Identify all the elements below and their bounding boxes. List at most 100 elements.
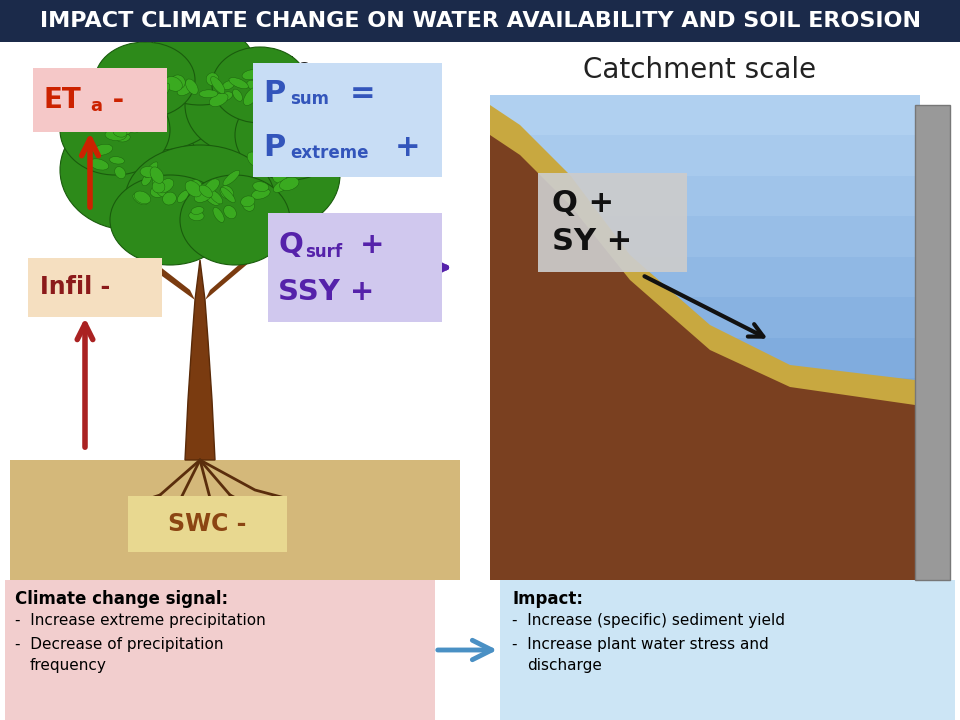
Polygon shape (490, 105, 915, 580)
Ellipse shape (266, 163, 279, 176)
Ellipse shape (210, 76, 225, 94)
Text: -: - (103, 86, 124, 114)
Ellipse shape (242, 199, 254, 211)
Ellipse shape (110, 60, 290, 200)
Ellipse shape (164, 76, 182, 91)
Ellipse shape (126, 120, 139, 133)
Ellipse shape (269, 116, 289, 132)
Ellipse shape (221, 187, 235, 202)
Text: P: P (263, 78, 285, 107)
Bar (490, 418, 920, 459)
Bar (490, 297, 920, 338)
Ellipse shape (252, 181, 269, 192)
Ellipse shape (224, 205, 236, 219)
Ellipse shape (232, 89, 243, 102)
Bar (10, 95, 460, 580)
Ellipse shape (189, 180, 202, 193)
Ellipse shape (145, 25, 255, 105)
Ellipse shape (287, 146, 307, 155)
Ellipse shape (162, 192, 177, 205)
Bar (490, 216, 920, 256)
Ellipse shape (134, 191, 151, 204)
Ellipse shape (185, 79, 198, 94)
Ellipse shape (95, 50, 225, 150)
Bar (490, 176, 920, 216)
Ellipse shape (248, 152, 262, 167)
Ellipse shape (217, 92, 232, 102)
Text: Q +: Q + (552, 189, 614, 217)
Ellipse shape (156, 179, 174, 193)
Ellipse shape (259, 122, 274, 132)
Bar (490, 135, 920, 176)
Text: SY +: SY + (552, 228, 633, 256)
Ellipse shape (60, 110, 200, 230)
Ellipse shape (260, 153, 273, 166)
Ellipse shape (125, 145, 275, 255)
Ellipse shape (274, 181, 289, 192)
FancyBboxPatch shape (538, 173, 687, 272)
Bar (490, 539, 920, 580)
Bar (490, 378, 920, 418)
Ellipse shape (204, 179, 220, 193)
Ellipse shape (287, 138, 304, 153)
Ellipse shape (300, 122, 314, 137)
Ellipse shape (109, 157, 125, 164)
Ellipse shape (156, 83, 170, 99)
Ellipse shape (244, 87, 259, 105)
Text: -  Increase (specific) sediment yield: - Increase (specific) sediment yield (512, 613, 785, 628)
Ellipse shape (261, 76, 279, 90)
Ellipse shape (185, 181, 202, 197)
Ellipse shape (93, 144, 112, 156)
Ellipse shape (177, 82, 194, 96)
Ellipse shape (89, 159, 108, 170)
Ellipse shape (256, 74, 272, 86)
Ellipse shape (140, 166, 157, 178)
Text: Impact:: Impact: (512, 590, 583, 608)
Ellipse shape (171, 75, 185, 89)
Ellipse shape (204, 188, 221, 205)
Text: Catchment scale: Catchment scale (584, 56, 817, 84)
Text: Q: Q (278, 231, 302, 259)
Ellipse shape (110, 175, 230, 265)
Bar (0, 0, 960, 42)
Ellipse shape (95, 114, 110, 125)
Bar (10, 460, 460, 580)
Ellipse shape (113, 127, 127, 138)
Text: surf: surf (305, 243, 342, 261)
Bar (490, 95, 955, 580)
Text: sum: sum (290, 90, 329, 108)
Polygon shape (135, 250, 195, 300)
Ellipse shape (107, 99, 121, 114)
Ellipse shape (152, 181, 165, 193)
Ellipse shape (220, 186, 233, 199)
Text: +: + (360, 231, 385, 259)
Text: Infil -: Infil - (40, 276, 110, 300)
Bar (490, 499, 920, 539)
Ellipse shape (223, 171, 240, 186)
Text: a: a (90, 97, 102, 115)
Bar (490, 395, 920, 580)
Ellipse shape (150, 167, 164, 184)
FancyBboxPatch shape (28, 258, 162, 317)
Ellipse shape (253, 155, 266, 163)
Ellipse shape (142, 174, 152, 186)
FancyBboxPatch shape (128, 496, 287, 552)
Polygon shape (490, 135, 915, 580)
Ellipse shape (209, 93, 228, 107)
Text: SWC -: SWC - (168, 512, 247, 536)
Bar (500, 580, 955, 720)
Ellipse shape (191, 207, 204, 215)
Ellipse shape (242, 70, 259, 80)
Ellipse shape (212, 47, 308, 123)
Text: -  Decrease of precipitation: - Decrease of precipitation (15, 637, 224, 652)
FancyBboxPatch shape (33, 68, 167, 132)
Ellipse shape (258, 118, 271, 130)
Text: -  Increase extreme precipitation: - Increase extreme precipitation (15, 613, 266, 628)
Ellipse shape (273, 100, 290, 108)
Bar (915, 105, 950, 580)
Text: +: + (395, 132, 420, 161)
Text: extreme: extreme (290, 144, 369, 162)
Text: -  Increase plant water stress and: - Increase plant water stress and (512, 637, 769, 652)
Ellipse shape (95, 42, 195, 118)
Text: frequency: frequency (30, 658, 107, 673)
